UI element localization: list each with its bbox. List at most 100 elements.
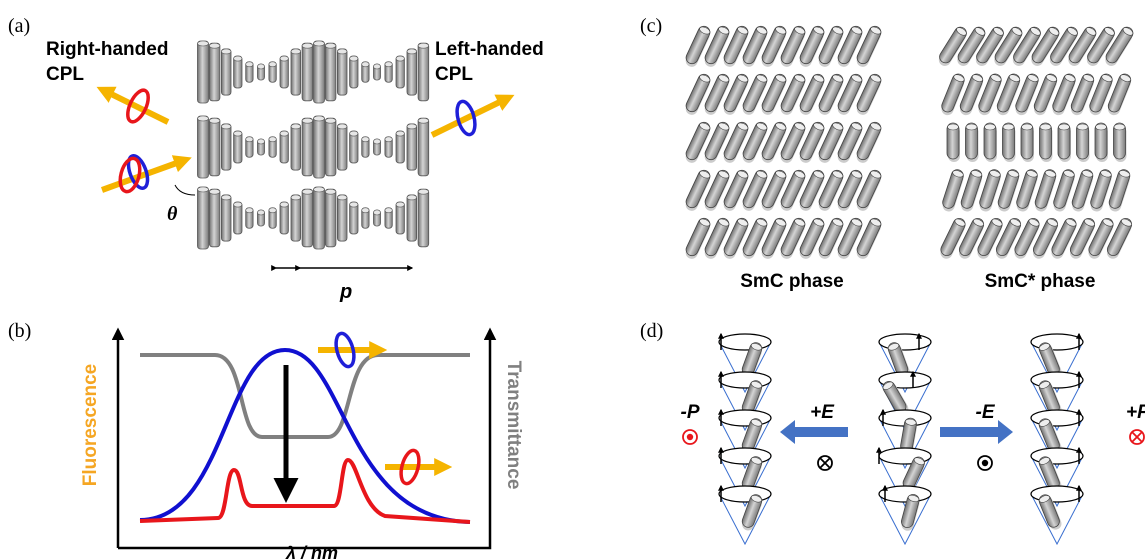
cylinder <box>280 56 288 88</box>
cylinder <box>407 195 417 241</box>
cylinder-top <box>302 118 313 123</box>
cylinder <box>350 131 358 163</box>
cylinder <box>314 187 325 249</box>
cylinder-top <box>385 137 392 142</box>
cylinder <box>269 62 276 82</box>
cylinder <box>418 43 429 101</box>
cylinder-top <box>246 208 253 213</box>
cone-top <box>1031 334 1083 350</box>
cylinder-body <box>209 43 220 101</box>
cylinder-body <box>209 118 220 176</box>
rod-end <box>1096 124 1107 130</box>
cylinder <box>362 137 369 157</box>
cylinder-top <box>362 62 369 67</box>
cylinder-top <box>302 43 313 48</box>
cylinder-top <box>407 124 417 129</box>
cylinder <box>221 124 231 170</box>
cylinder-top <box>362 208 369 213</box>
cone-top <box>1031 410 1083 426</box>
cylinder <box>246 137 253 157</box>
rod <box>1077 123 1090 162</box>
cylinder-top <box>325 189 336 194</box>
cone-top <box>719 486 771 502</box>
cylinder-top <box>418 118 429 123</box>
cylinder <box>325 118 336 176</box>
angle-arc <box>175 185 195 195</box>
cpl-label: Right-handed <box>46 39 168 60</box>
panel-label: (b) <box>8 320 31 342</box>
cylinder <box>269 137 276 157</box>
cylinder <box>198 116 209 178</box>
cylinder-top <box>234 131 242 136</box>
figure: (a) Right-handed CPL Left-handed CPL θ p… <box>0 0 1145 559</box>
cylinder-body <box>325 118 336 176</box>
cylinder <box>280 202 288 234</box>
cylinder-top <box>396 202 404 207</box>
cylinder-top <box>385 208 392 213</box>
panel-label: (c) <box>640 15 662 37</box>
cylinder-top <box>362 137 369 142</box>
cylinder-body <box>337 49 347 95</box>
cylinder-body <box>314 41 325 103</box>
cylinder-body <box>221 49 231 95</box>
cylinder-body <box>325 43 336 101</box>
phase-caption: SmC* phase <box>985 271 1096 292</box>
field-label: +E <box>810 402 835 423</box>
cylinder-top <box>269 62 276 67</box>
cylinder-body <box>337 195 347 241</box>
cylinder-body <box>407 195 417 241</box>
cylinder <box>396 202 404 234</box>
out-of-page-symbol <box>982 460 988 466</box>
cylinder <box>337 49 347 95</box>
cylinder-body <box>221 124 231 170</box>
cylinder-top <box>314 116 325 121</box>
cylinder-top <box>198 116 209 121</box>
cylinder-top <box>198 187 209 192</box>
polarization-label: -P <box>681 402 700 423</box>
polarization-label: +P <box>1126 402 1145 423</box>
cylinder <box>418 189 429 247</box>
cylinder-body <box>418 43 429 101</box>
cylinder <box>314 41 325 103</box>
cylinder <box>302 189 313 247</box>
cylinder-body <box>291 124 301 170</box>
cylinder-body <box>314 116 325 178</box>
rod <box>1040 123 1053 162</box>
cylinder <box>209 189 220 247</box>
cylinder-top <box>396 56 404 61</box>
cpl-label: CPL <box>46 64 84 85</box>
cylinder <box>302 43 313 101</box>
cylinder-body <box>302 118 313 176</box>
cylinder-top <box>291 195 301 200</box>
cylinder <box>258 210 265 226</box>
cylinder-body <box>418 189 429 247</box>
cylinder <box>221 49 231 95</box>
cylinder-top <box>209 43 220 48</box>
cylinder-top <box>350 131 358 136</box>
cylinder-top <box>314 187 325 192</box>
cylinder-body <box>221 195 231 241</box>
cylinder-top <box>302 189 313 194</box>
cone-top <box>719 372 771 388</box>
cylinder <box>396 131 404 163</box>
cylinder-top <box>258 139 265 144</box>
cylinder <box>362 62 369 82</box>
cylinder <box>291 124 301 170</box>
cylinder <box>246 208 253 228</box>
phase-caption: SmC phase <box>740 271 843 292</box>
rod <box>966 123 979 162</box>
axis-label: λ / nm <box>285 543 338 559</box>
rod <box>1003 123 1016 162</box>
rod <box>1114 123 1127 162</box>
field-label: -E <box>976 402 996 423</box>
cylinder-top <box>246 137 253 142</box>
rod <box>1058 123 1071 162</box>
cylinder-body <box>337 124 347 170</box>
rod <box>947 123 960 162</box>
cylinder-body <box>407 49 417 95</box>
cylinder-body <box>325 189 336 247</box>
cylinder-top <box>246 62 253 67</box>
cylinder <box>269 208 276 228</box>
cpl-label: CPL <box>435 64 473 85</box>
cylinder-top <box>325 43 336 48</box>
